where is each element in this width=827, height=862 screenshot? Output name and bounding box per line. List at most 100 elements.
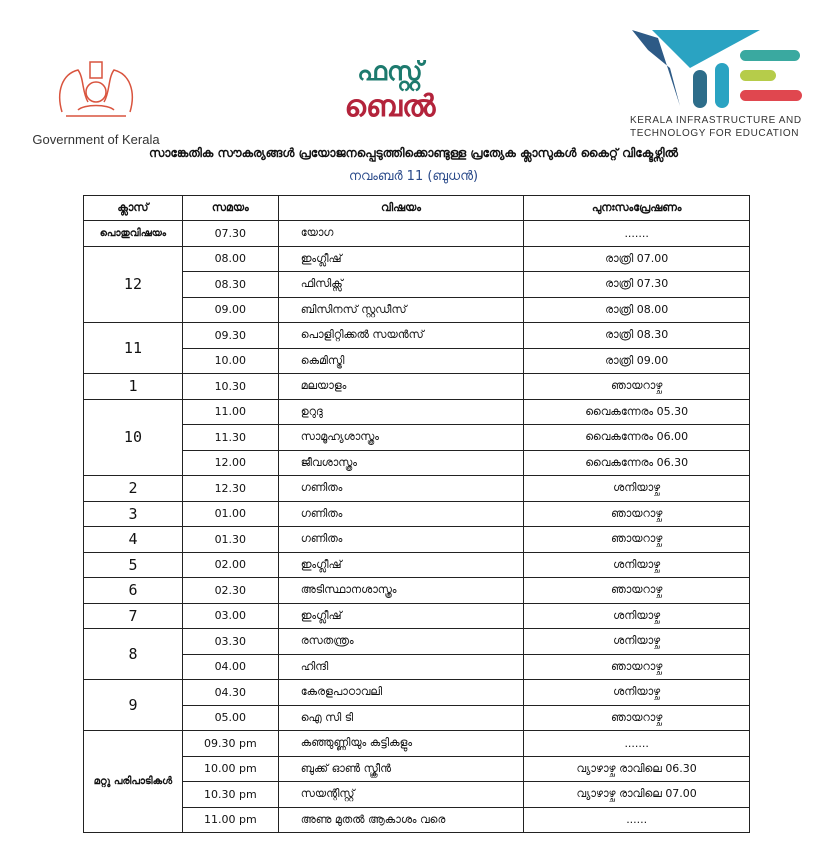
table-row: 10 11.00 ഉറുദു വൈകന്നേരം 05.30 (83, 398, 750, 476)
table-header-row: ക്ലാസ് സമയം വിഷയം പുനഃസംപ്രേഷണം (83, 195, 750, 221)
table-row: 7 03.00 ഇംഗ്ലീഷ് ശനിയാഴ്ച (83, 602, 750, 629)
rebroadcast-cell: വ്യാഴാഴ്ച രാവിലെ 06.30 (523, 755, 750, 782)
class-cell: 7 (83, 602, 183, 629)
table-row: 12 08.00 ഇംഗ്ലീഷ് രാത്രി 07.00 (83, 245, 750, 323)
time-cell: 09.30 pm (181, 730, 279, 757)
kite-label-line2: TECHNOLOGY FOR EDUCATION (630, 128, 800, 139)
table-row: 6 02.30 അടിസ്ഥാനശാസ്ത്രം ഞായറാഴ്ച (83, 577, 750, 604)
rebroadcast-cell: രാത്രി 07.30 (523, 271, 750, 298)
table-row: 11 09.30 പൊളിറ്റിക്കൽ സയൻസ് രാത്രി 08.30 (83, 322, 750, 374)
table-row: 11.30 സാമൂഹ്യശാസ്ത്രം വൈകന്നേരം 06.00 (84, 424, 750, 451)
subject-cell: കഞ്ഞുണ്ണിയും കട്ടികളും (277, 730, 525, 757)
rebroadcast-cell: രാത്രി 07.00 (523, 245, 750, 272)
subject-cell: ഇംഗ്ലീഷ് (277, 245, 525, 272)
subject-cell: ഉറുദു (277, 398, 525, 425)
subject-cell: കേരളപാഠാവലി (277, 679, 525, 706)
subject-cell: ഐ സി ടി (277, 704, 525, 731)
table-row: 3 01.00 ഗണിതം ഞായറാഴ്ച (83, 500, 750, 527)
rebroadcast-cell: വൈകന്നേരം 06.30 (523, 449, 750, 476)
document-title: സാങ്കേതിക സൗകര്യങ്ങൾ പ്രയോജനപ്പെടുത്തിക്… (148, 146, 679, 160)
rebroadcast-cell: ....... (523, 220, 750, 247)
table-row: 8 03.30 രസതന്ത്രം ശനിയാഴ്ച (83, 628, 750, 680)
time-cell: 12.00 (181, 449, 279, 476)
subject-cell: കെമിസ്ട്രി (277, 347, 525, 374)
subject-cell: ബുക്ക് ഓൺ സ്ക്രീൻ (277, 755, 525, 782)
class-cell: 12 (83, 245, 183, 323)
table-row: 4 01.30 ഗണിതം ഞായറാഴ്ച (83, 526, 750, 553)
class-cell: 9 (83, 679, 183, 731)
rebroadcast-cell: ഞായറാഴ്ച (523, 577, 750, 604)
subject-cell: ഫിസിക്സ് (277, 271, 525, 298)
government-of-kerala-logo: Government of Kerala (26, 52, 166, 147)
kite-logo: KERALA INFRASTRUCTURE AND TECHNOLOGY FOR… (630, 28, 805, 140)
rebroadcast-cell: രാത്രി 09.00 (523, 347, 750, 374)
time-cell: 05.00 (181, 704, 279, 731)
table-row: 08.30 ഫിസിക്സ് രാത്രി 07.30 (84, 271, 750, 298)
time-cell: 10.30 (181, 373, 279, 400)
rebroadcast-cell: ശനിയാഴ്ച (523, 628, 750, 655)
subject-cell: പൊളിറ്റിക്കൽ സയൻസ് (277, 322, 525, 349)
subject-cell: സാമൂഹ്യശാസ്ത്രം (277, 424, 525, 451)
time-cell: 10.00 (181, 347, 279, 374)
rebroadcast-cell: ...... (523, 806, 750, 833)
time-cell: 09.00 (181, 296, 279, 323)
class-cell: മറ്റു പരിപാടികൾ (83, 730, 183, 833)
subject-cell: ഗണിതം (277, 475, 525, 502)
table-row: മറ്റു പരിപാടികൾ 09.30 pm കഞ്ഞുണ്ണിയും കട്ട… (83, 730, 750, 833)
rebroadcast-cell: ....... (523, 730, 750, 757)
subject-cell: ഗണിതം (277, 500, 525, 527)
subject-cell: രസതന്ത്രം (277, 628, 525, 655)
column-header-class: ക്ലാസ് (83, 195, 183, 221)
time-cell: 11.00 pm (181, 806, 279, 833)
column-header-rebroadcast: പുനഃസംപ്രേഷണം (523, 195, 750, 221)
time-cell: 09.30 (181, 322, 279, 349)
class-cell: പൊതുവിഷയം (83, 220, 183, 247)
subject-cell: മലയാളം (277, 373, 525, 400)
subject-cell: ജീവശാസ്ത്രം (277, 449, 525, 476)
first-bell-logo-line2: ബെൽ (344, 89, 436, 124)
time-cell: 02.00 (181, 551, 279, 578)
time-cell: 03.30 (181, 628, 279, 655)
time-cell: 11.00 (181, 398, 279, 425)
rebroadcast-cell: ഞായറാഴ്ച (523, 704, 750, 731)
subject-cell: ബിസിനസ് സ്റ്റഡീസ് (277, 296, 525, 323)
subject-cell: സയന്റിസ്റ്റ് (277, 781, 525, 808)
table-row: 10.30 pm സയന്റിസ്റ്റ് വ്യാഴാഴ്ച രാവിലെ 07.… (84, 781, 750, 808)
time-cell: 07.30 (181, 220, 279, 247)
table-row: 9 04.30 കേരളപാഠാവലി ശനിയാഴ്ച (83, 679, 750, 731)
kerala-emblem-icon (58, 61, 134, 117)
time-cell: 10.30 pm (181, 781, 279, 808)
column-header-subject: വിഷയം (277, 195, 525, 221)
time-cell: 08.00 (181, 245, 279, 272)
rebroadcast-cell: ശനിയാഴ്ച (523, 679, 750, 706)
time-cell: 01.00 (181, 500, 279, 527)
time-cell: 04.30 (181, 679, 279, 706)
subject-cell: അടിസ്ഥാനശാസ്ത്രം (277, 577, 525, 604)
kite-logo-icon (632, 30, 802, 108)
column-header-time: സമയം (181, 195, 279, 221)
time-cell: 12.30 (181, 475, 279, 502)
rebroadcast-cell: വ്യാഴാഴ്ച രാവിലെ 07.00 (523, 781, 750, 808)
subject-cell: ഹിന്ദി (277, 653, 525, 680)
rebroadcast-cell: വൈകന്നേരം 05.30 (523, 398, 750, 425)
first-bell-logo-line1: ഫസ്റ്റ് (357, 57, 423, 87)
time-cell: 04.00 (181, 653, 279, 680)
class-cell: 5 (83, 551, 183, 578)
class-cell: 1 (83, 373, 183, 400)
rebroadcast-cell: ശനിയാഴ്ച (523, 475, 750, 502)
class-cell: 6 (83, 577, 183, 604)
rebroadcast-cell: ഞായറാഴ്ച (523, 500, 750, 527)
rebroadcast-cell: ഞായറാഴ്ച (523, 373, 750, 400)
class-cell: 10 (83, 398, 183, 476)
table-row: 12.00 ജീവശാസ്ത്രം വൈകന്നേരം 06.30 (84, 449, 750, 476)
table-row: 11.00 pm അണു മുതൽ ആകാശം വരെ...... (84, 806, 750, 833)
government-of-kerala-label: Government of Kerala (32, 132, 160, 147)
first-bell-logo: ഫസ്റ്റ് ബെൽ (330, 55, 450, 135)
rebroadcast-cell: ശനിയാഴ്ച (523, 602, 750, 629)
table-row: 10.00 കെമിസ്ട്രി രാത്രി 09.00 (84, 347, 750, 374)
table-row: 5 02.00 ഇംഗ്ലീഷ് ശനിയാഴ്ച (83, 551, 750, 578)
schedule-table: ക്ലാസ് സമയം വിഷയം പുനഃസംപ്രേഷണം പൊതുവിഷയ… (83, 195, 750, 833)
rebroadcast-cell: വൈകന്നേരം 06.00 (523, 424, 750, 451)
table-row: 2 12.30 ഗണിതം ശനിയാഴ്ച (83, 475, 750, 502)
class-cell: 11 (83, 322, 183, 374)
